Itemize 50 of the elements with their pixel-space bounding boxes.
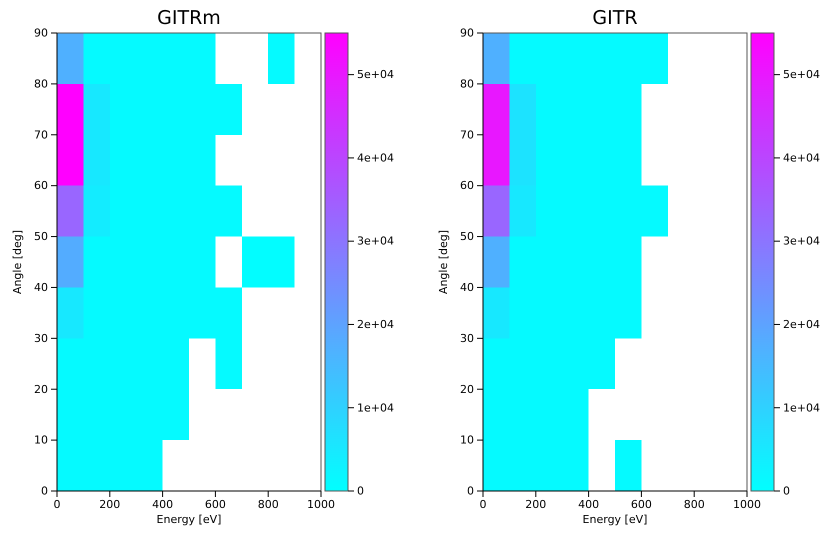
color-bar-label: 1e+04 — [357, 401, 394, 414]
y-tick-label: 50 — [460, 230, 474, 244]
color-bar-label: 3e+04 — [783, 234, 820, 248]
y-tick-label: 70 — [34, 128, 48, 142]
chart-title: GITRm — [157, 7, 221, 29]
y-tick-label: 70 — [460, 128, 474, 142]
y-tick-label: 50 — [34, 230, 48, 244]
x-tick-label: 800 — [258, 498, 279, 511]
x-tick-label: 800 — [684, 498, 705, 511]
y-tick-label: 10 — [460, 434, 474, 447]
x-tick-label: 1000 — [733, 498, 761, 511]
y-tick-label: 30 — [34, 332, 48, 345]
x-tick-label: 400 — [578, 498, 600, 511]
x-tick-label: 200 — [99, 498, 120, 511]
color-bar-label: 5e+04 — [783, 68, 820, 82]
y-axis-title: Angle [deg] — [437, 230, 450, 294]
x-tick-label: 400 — [152, 498, 174, 511]
x-tick-label: 0 — [480, 498, 486, 511]
y-tick-label: 0 — [467, 484, 474, 498]
y-tick-label: 40 — [34, 280, 48, 294]
chart-title: GITR — [592, 7, 638, 29]
y-tick-label: 0 — [41, 484, 48, 498]
y-tick-label: 10 — [34, 434, 48, 447]
color-bar-label: 5e+04 — [357, 68, 394, 82]
y-tick-label: 20 — [34, 382, 48, 396]
y-tick-label: 20 — [460, 382, 474, 396]
y-tick-label: 80 — [460, 77, 474, 90]
y-tick-label: 60 — [460, 179, 474, 192]
y-tick-label: 80 — [34, 77, 48, 90]
y-tick-label: 40 — [460, 280, 474, 294]
color-bar-label: 2e+04 — [357, 318, 394, 331]
x-tick-label: 600 — [630, 498, 652, 511]
color-bar-label: 1e+04 — [783, 401, 820, 414]
x-tick-label: 200 — [525, 498, 546, 511]
x-tick-label: 600 — [204, 498, 226, 511]
y-tick-label: 90 — [34, 26, 48, 40]
color-bar-label: 2e+04 — [783, 318, 820, 331]
x-tick-label: 1000 — [307, 498, 335, 511]
color-bar-label: 4e+04 — [357, 151, 394, 164]
color-bar-label: 3e+04 — [357, 234, 394, 248]
color-bar-label: 0 — [357, 484, 364, 498]
color-bar-label: 4e+04 — [783, 151, 820, 164]
y-tick-label: 60 — [34, 179, 48, 192]
x-tick-label: 0 — [54, 498, 60, 511]
x-axis-title: Energy [eV] — [582, 513, 648, 526]
color-bar-label: 0 — [783, 484, 790, 498]
y-axis-title: Angle [deg] — [11, 230, 24, 294]
y-tick-label: 90 — [460, 26, 474, 40]
y-tick-label: 30 — [460, 332, 474, 345]
x-axis-title: Energy [eV] — [156, 513, 222, 526]
